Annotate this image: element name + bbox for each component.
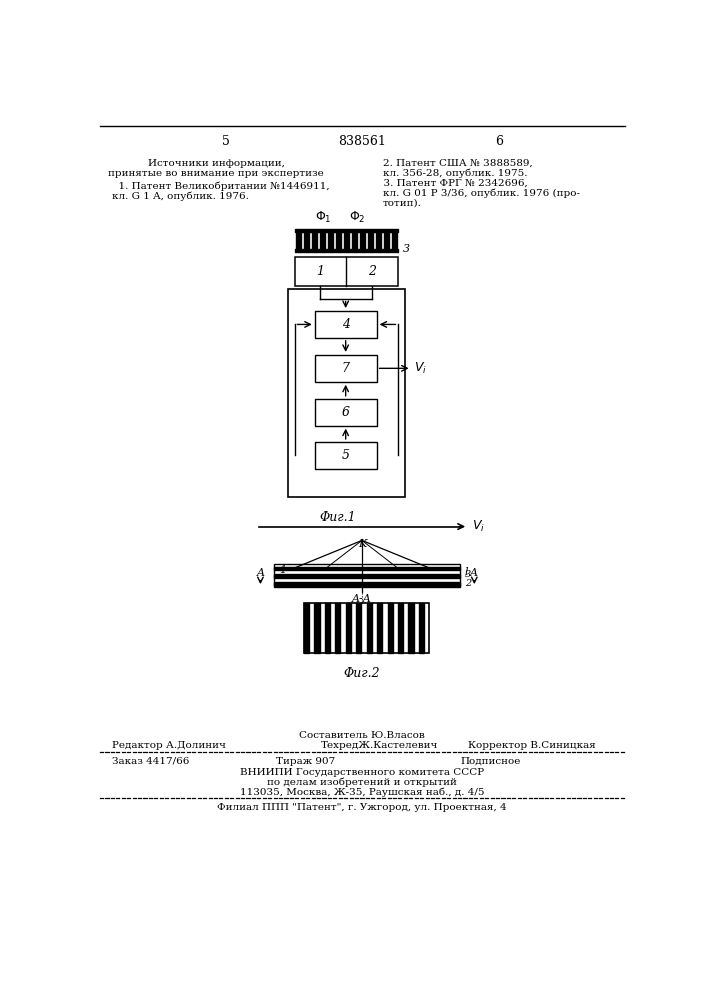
Text: принятые во внимание при экспертизе: принятые во внимание при экспертизе: [108, 169, 324, 178]
Text: 1: 1: [279, 565, 286, 575]
Text: A-A: A-A: [352, 594, 372, 604]
Text: Φиг.2: Φиг.2: [344, 667, 380, 680]
Bar: [368, 232, 373, 250]
Text: $\Phi_1$: $\Phi_1$: [315, 210, 332, 225]
Bar: [274, 564, 460, 587]
Bar: [295, 229, 398, 232]
Bar: [296, 232, 300, 250]
Bar: [304, 603, 309, 653]
Text: Заказ 4417/66: Заказ 4417/66: [112, 757, 189, 766]
Bar: [304, 603, 429, 653]
Bar: [295, 257, 398, 286]
Bar: [312, 232, 317, 250]
Bar: [274, 574, 460, 578]
Text: Φиг.1: Φиг.1: [320, 511, 356, 524]
Bar: [315, 399, 377, 426]
Text: 4: 4: [341, 318, 350, 331]
Text: ТехредЖ.Кастелевич: ТехредЖ.Кастелевич: [321, 741, 438, 750]
Bar: [387, 603, 393, 653]
Text: ВНИИПИ Государственного комитета СССР: ВНИИПИ Государственного комитета СССР: [240, 768, 484, 777]
Text: Редактор А.Долинич: Редактор А.Долинич: [112, 741, 226, 750]
Bar: [398, 603, 403, 653]
Text: $V_i$: $V_i$: [472, 519, 485, 534]
Text: 6: 6: [495, 135, 503, 148]
Text: кл. 356-28, опублик. 1975.: кл. 356-28, опублик. 1975.: [383, 169, 527, 178]
Text: 113035, Москва, Ж-35, Раушская наб., д. 4/5: 113035, Москва, Ж-35, Раушская наб., д. …: [240, 788, 484, 797]
Text: 2: 2: [368, 265, 376, 278]
Bar: [419, 603, 424, 653]
Bar: [315, 442, 377, 469]
Bar: [337, 232, 341, 250]
Bar: [325, 603, 330, 653]
Text: 3. Патент ФРГ № 2342696,: 3. Патент ФРГ № 2342696,: [377, 179, 527, 188]
Text: по делам изобретений и открытий: по делам изобретений и открытий: [267, 778, 457, 787]
Text: $\Phi_2$: $\Phi_2$: [349, 210, 365, 225]
Bar: [361, 232, 365, 250]
Text: 7: 7: [341, 362, 350, 375]
Bar: [320, 232, 325, 250]
Text: 3: 3: [403, 244, 410, 254]
Bar: [328, 232, 333, 250]
Bar: [352, 232, 356, 250]
Text: Подписное: Подписное: [460, 757, 521, 766]
Bar: [304, 232, 309, 250]
Text: $V_i$: $V_i$: [414, 361, 427, 376]
Bar: [377, 603, 382, 653]
Text: l: l: [465, 567, 469, 577]
Text: Источники информации,: Источники информации,: [148, 158, 285, 167]
Text: 5: 5: [341, 449, 350, 462]
Text: 6: 6: [341, 406, 350, 419]
Bar: [344, 232, 349, 250]
Bar: [392, 232, 397, 250]
Text: 1: 1: [317, 265, 325, 278]
Text: 2. Патент США № 3888589,: 2. Патент США № 3888589,: [383, 158, 532, 167]
Bar: [295, 249, 398, 252]
Text: 5: 5: [221, 135, 230, 148]
Text: Составитель Ю.Власов: Составитель Ю.Власов: [299, 731, 425, 740]
Text: A: A: [470, 568, 479, 578]
Bar: [315, 603, 320, 653]
Bar: [376, 232, 380, 250]
Text: 2: 2: [465, 579, 472, 588]
Text: 838561: 838561: [338, 135, 386, 148]
Text: кл. G 01 P 3/36, опублик. 1976 (про-: кл. G 01 P 3/36, опублик. 1976 (про-: [383, 189, 580, 198]
Bar: [367, 603, 372, 653]
Text: 1. Патент Великобритании №1446911,: 1. Патент Великобритании №1446911,: [112, 182, 329, 191]
Bar: [384, 232, 389, 250]
Bar: [288, 289, 404, 497]
Text: 3: 3: [465, 570, 472, 579]
Text: тотип).: тотип).: [383, 199, 422, 208]
Text: Корректор В.Синицкая: Корректор В.Синицкая: [468, 741, 596, 750]
Bar: [409, 603, 414, 653]
Bar: [356, 603, 361, 653]
Bar: [315, 311, 377, 338]
Text: A: A: [257, 568, 264, 578]
Bar: [315, 355, 377, 382]
Text: кл. G 1 A, опублик. 1976.: кл. G 1 A, опублик. 1976.: [112, 192, 248, 201]
Text: Филиал ППП "Патент", г. Ужгород, ул. Проектная, 4: Филиал ППП "Патент", г. Ужгород, ул. Про…: [217, 803, 507, 812]
Bar: [335, 603, 341, 653]
Bar: [274, 582, 460, 586]
Bar: [274, 567, 460, 570]
Text: Тираж 907: Тираж 907: [276, 757, 335, 766]
Bar: [346, 603, 351, 653]
Text: K: K: [358, 539, 366, 549]
